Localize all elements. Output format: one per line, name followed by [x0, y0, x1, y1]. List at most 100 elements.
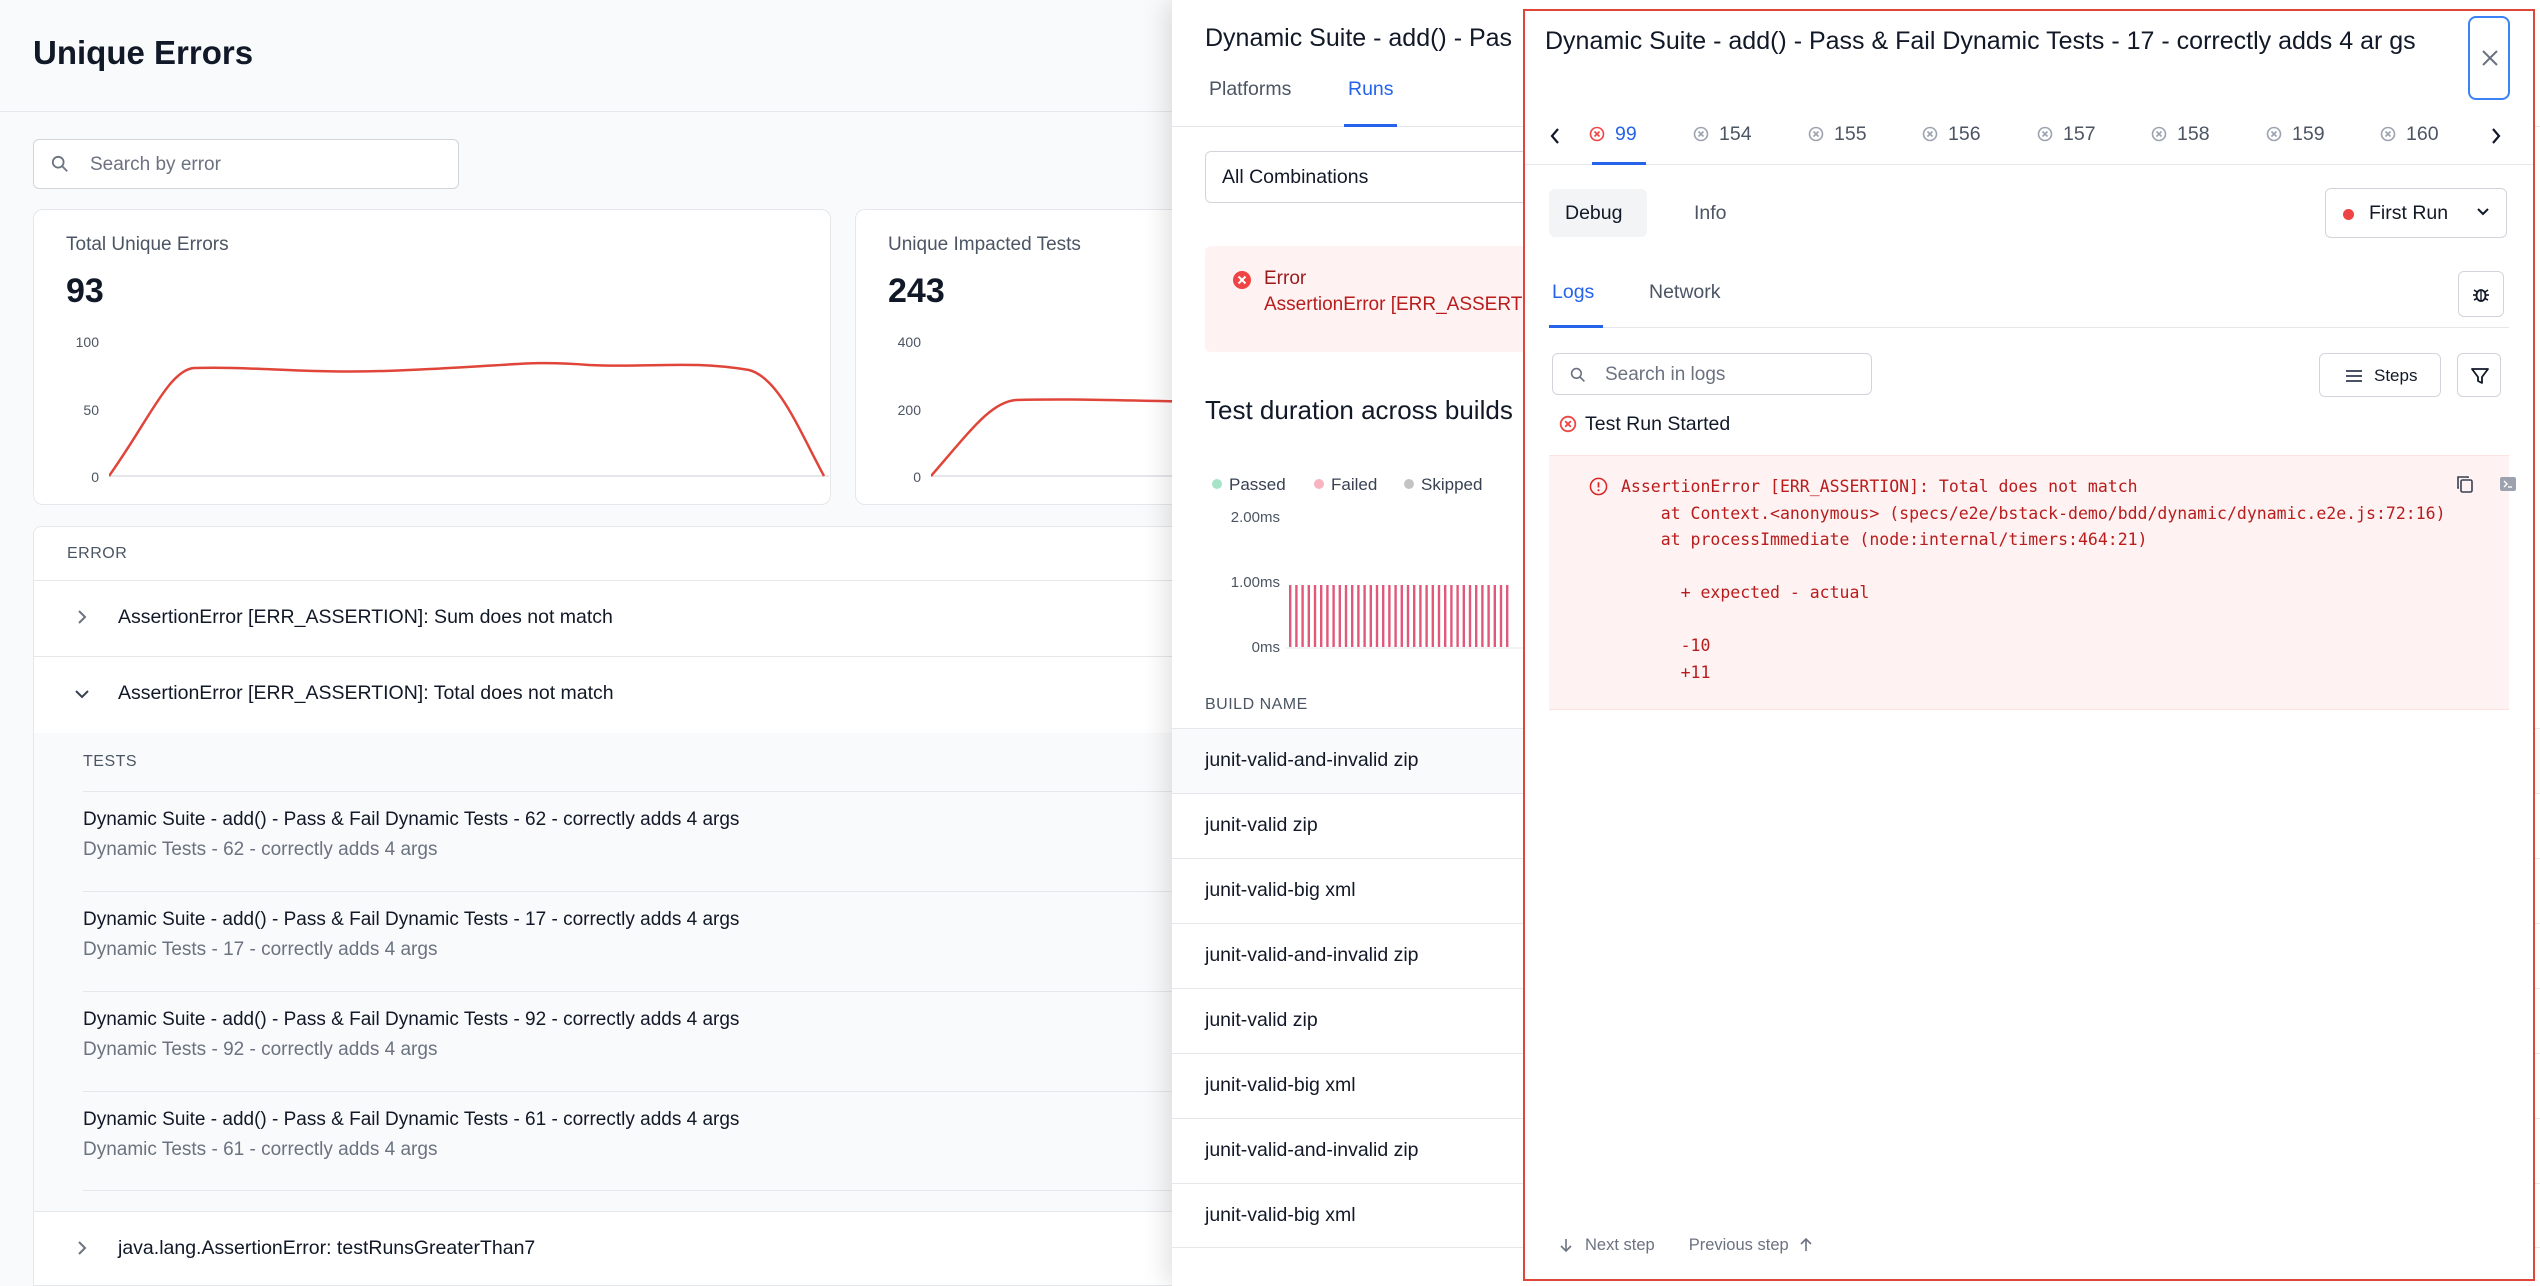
duration-bar	[1375, 585, 1379, 647]
log-search-box[interactable]	[1552, 353, 1872, 395]
tab-platforms[interactable]: Platforms	[1209, 78, 1292, 100]
run-tab-156[interactable]: 156	[1922, 123, 1981, 146]
duration-bar	[1475, 585, 1478, 647]
duration-bar	[1450, 585, 1453, 647]
tab-logs[interactable]: Logs	[1552, 281, 1595, 303]
status-dot	[2343, 209, 2354, 220]
tab-info[interactable]: Info	[1694, 202, 1727, 224]
duration-bar	[1388, 585, 1391, 647]
chevron-right-icon[interactable]	[2490, 127, 2502, 145]
list-item[interactable]: Dynamic Suite - add() - Pass & Fail Dyna…	[83, 891, 1212, 991]
list-item[interactable]: Dynamic Suite - add() - Pass & Fail Dyna…	[83, 1091, 1212, 1191]
duration-bar	[1351, 585, 1354, 647]
build-name: junit-valid-big xml	[1205, 1204, 1356, 1226]
steps-button[interactable]: Steps	[2319, 353, 2441, 397]
run-number: 155	[1834, 123, 1867, 145]
run-tab-158[interactable]: 158	[2151, 123, 2210, 146]
duration-bar	[1419, 585, 1422, 647]
run-tab-160[interactable]: 160	[2380, 123, 2439, 146]
log-error-text: AssertionError [ERR_ASSERTION]: Total do…	[1621, 477, 2446, 682]
build-name: junit-valid zip	[1205, 1009, 1318, 1031]
y-tick-label: 50	[83, 402, 99, 418]
cancelled-run-icon	[2037, 126, 2053, 142]
duration-bar	[1406, 585, 1410, 647]
duration-bar	[1425, 585, 1428, 647]
steps-button-label: Steps	[2374, 366, 2418, 385]
error-row[interactable]: AssertionError [ERR_ASSERTION]: Sum does…	[34, 580, 1212, 655]
legend-dot	[1212, 479, 1222, 489]
close-button[interactable]	[2468, 16, 2510, 100]
filter-button[interactable]	[2457, 353, 2501, 397]
legend-passed: Passed	[1212, 475, 1286, 495]
build-name: junit-valid-and-invalid zip	[1205, 944, 1419, 966]
log-search-input[interactable]	[1605, 363, 1855, 387]
legend-failed: Failed	[1314, 475, 1377, 495]
y-tick-label: 200	[897, 402, 921, 418]
active-tab-indicator	[1344, 124, 1397, 127]
list-item[interactable]: Dynamic Suite - add() - Pass & Fail Dyna…	[83, 791, 1212, 891]
stat-label: Unique Impacted Tests	[888, 234, 1081, 255]
terminal-icon[interactable]	[2499, 476, 2517, 492]
duration-bar	[1437, 585, 1441, 647]
error-row[interactable]: java.lang.AssertionError: testRunsGreate…	[34, 1211, 1212, 1285]
log-error-entry: AssertionError [ERR_ASSERTION]: Total do…	[1549, 455, 2516, 710]
chevron-down-icon[interactable]	[74, 688, 90, 700]
error-row-expanded[interactable]: AssertionError [ERR_ASSERTION]: Total do…	[34, 656, 1212, 731]
run-tab-154[interactable]: 154	[1693, 123, 1752, 146]
active-tab-indicator	[1549, 325, 1603, 328]
error-label: Error	[1264, 268, 1307, 289]
chevron-right-icon[interactable]	[76, 609, 88, 625]
y-tick-label: 0	[91, 469, 99, 485]
duration-bar	[1369, 585, 1372, 647]
cancelled-run-icon	[2380, 126, 2396, 142]
error-text: AssertionError [ERR_ASSERTION]: Sum does…	[118, 606, 613, 628]
chevron-left-icon[interactable]	[1549, 127, 1561, 145]
tests-header: TESTS	[83, 753, 138, 770]
duration-bar	[1363, 585, 1366, 647]
chevron-down-icon	[2477, 208, 2489, 216]
run-select[interactable]: First Run	[2325, 188, 2507, 238]
build-name: junit-valid-big xml	[1205, 879, 1356, 901]
search-icon	[1570, 367, 1585, 382]
duration-bar	[1326, 585, 1329, 647]
run-tab-159[interactable]: 159	[2266, 123, 2325, 146]
error-search-input[interactable]	[90, 152, 430, 178]
run-number: 160	[2406, 123, 2439, 145]
legend-dot	[1404, 479, 1414, 489]
copy-icon[interactable]	[2455, 474, 2475, 494]
arrow-down-icon	[1560, 1239, 1572, 1253]
error-text: java.lang.AssertionError: testRunsGreate…	[118, 1237, 536, 1259]
run-select-value: First Run	[2369, 202, 2449, 224]
tab-runs[interactable]: Runs	[1348, 78, 1394, 100]
chevron-right-icon[interactable]	[76, 1240, 88, 1256]
list-item[interactable]: Dynamic Suite - add() - Pass & Fail Dyna…	[83, 991, 1212, 1091]
run-tab-155[interactable]: 155	[1808, 123, 1867, 146]
test-subtitle: Dynamic Tests - 92 - correctly adds 4 ar…	[83, 1039, 438, 1060]
debug-bug-button[interactable]	[2458, 271, 2504, 317]
log-step-run-started[interactable]: Test Run Started	[1559, 413, 1730, 436]
error-search-box[interactable]	[33, 139, 459, 189]
duration-bar	[1295, 585, 1298, 647]
arrow-up-icon	[1800, 1237, 1812, 1251]
run-tab-99[interactable]: 99	[1589, 123, 1637, 146]
error-message: AssertionError [ERR_ASSERTI	[1264, 294, 1528, 315]
legend-dot	[1314, 479, 1324, 489]
duration-bar	[1413, 585, 1416, 647]
legend-label: Passed	[1229, 475, 1286, 494]
next-step-button[interactable]: Next step	[1585, 1236, 1655, 1254]
tab-debug[interactable]: Debug	[1549, 189, 1647, 237]
duration-bar	[1456, 585, 1459, 647]
run-tab-157[interactable]: 157	[2037, 123, 2096, 146]
duration-bar	[1444, 585, 1447, 647]
duration-bar	[1357, 585, 1360, 647]
duration-bar	[1301, 585, 1304, 647]
tab-network[interactable]: Network	[1649, 281, 1721, 303]
duration-bar	[1307, 585, 1310, 647]
previous-step-button[interactable]: Previous step	[1688, 1236, 1789, 1254]
test-title: Dynamic Suite - add() - Pass & Fail Dyna…	[83, 1109, 740, 1130]
duration-bar	[1468, 585, 1472, 647]
page-title: Unique Errors	[33, 34, 254, 71]
close-icon	[2482, 50, 2498, 66]
duration-bar	[1338, 585, 1341, 647]
y-tick-label: 0	[913, 469, 921, 485]
